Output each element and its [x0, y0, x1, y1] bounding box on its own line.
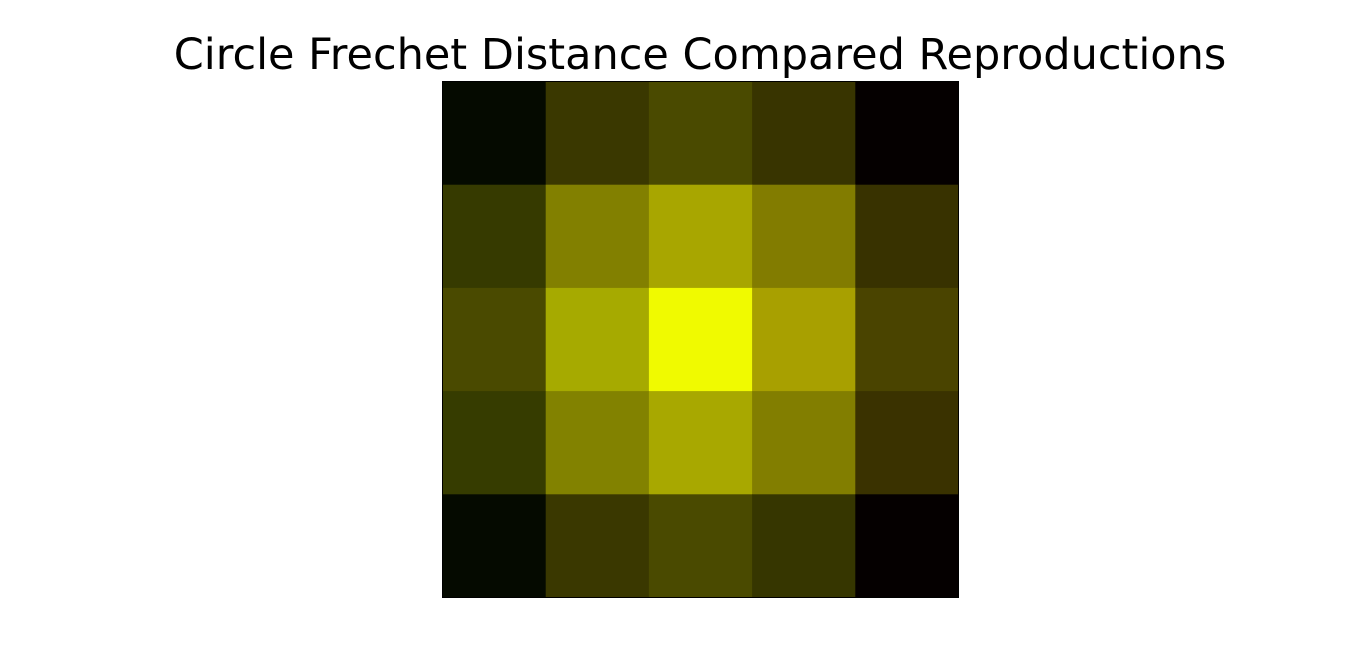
heatmap-cell-r1-c0 — [442, 184, 547, 289]
heatmap-cell-r4-c0 — [442, 494, 547, 598]
heatmap-cell-r3-c4 — [855, 391, 959, 495]
heatmap-cell-r3-c1 — [545, 391, 650, 495]
heatmap-cell-r4-c1 — [545, 494, 650, 598]
heatmap-cell-r1-c1 — [545, 184, 650, 289]
heatmap-cell-r2-c1 — [545, 287, 650, 392]
heatmap-cell-r4-c3 — [752, 494, 856, 598]
heatmap-cell-r1-c2 — [648, 184, 753, 289]
heatmap-cell-r3-c3 — [752, 391, 856, 495]
heatmap-cell-r0-c2 — [648, 81, 753, 186]
heatmap-cell-r2-c4 — [855, 287, 959, 392]
heatmap-cell-r4-c4 — [855, 494, 959, 598]
heatmap-cell-r2-c2 — [648, 287, 753, 392]
heatmap-cell-r0-c3 — [752, 81, 856, 186]
heatmap-cell-r0-c1 — [545, 81, 650, 186]
heatmap-cell-r1-c4 — [855, 184, 959, 289]
heatmap-cell-r4-c2 — [648, 494, 753, 598]
heatmap-cell-r0-c0 — [442, 81, 547, 186]
plot-frame — [442, 81, 959, 598]
heatmap-cell-r2-c0 — [442, 287, 547, 392]
heatmap-cell-r0-c4 — [855, 81, 959, 186]
heatmap-cell-r3-c2 — [648, 391, 753, 495]
heatmap-cell-r3-c0 — [442, 391, 547, 495]
heatmap-cell-r2-c3 — [752, 287, 856, 392]
heatmap-cell-r1-c3 — [752, 184, 856, 289]
chart-title: Circle Frechet Distance Compared Reprodu… — [173, 30, 1227, 80]
